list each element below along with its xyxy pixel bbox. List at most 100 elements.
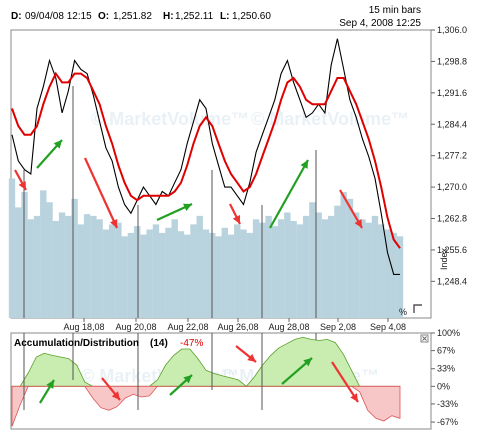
volume-bar bbox=[378, 224, 385, 318]
volume-bar bbox=[58, 212, 66, 318]
price-y-axis: 1,306.0 1,298.8 1,291.6 1,284.4 1,277.2 1,270… bbox=[431, 25, 467, 286]
ad-y-axis: 100% 67% 33% 0% -33% -67% bbox=[431, 328, 460, 427]
volume-bar bbox=[71, 198, 78, 318]
x-tick-label: Aug 18,08 bbox=[63, 322, 104, 332]
down-arrow bbox=[101, 377, 121, 401]
volume-bar bbox=[165, 227, 172, 318]
volume-bar bbox=[65, 215, 72, 318]
down-arrow-head bbox=[232, 215, 240, 224]
volume-bar bbox=[321, 219, 329, 318]
volume-bar bbox=[359, 219, 366, 318]
ad-period: (14) bbox=[150, 338, 168, 349]
down-arrow bbox=[339, 189, 363, 229]
volume-bar bbox=[309, 202, 316, 318]
date-label: D: bbox=[11, 11, 22, 22]
volume-bar bbox=[33, 215, 41, 318]
price-series-line bbox=[11, 38, 400, 275]
low-label: L: bbox=[220, 11, 229, 22]
volume-bar bbox=[171, 219, 178, 318]
volume-bar bbox=[327, 215, 335, 318]
up-arrow-shaft bbox=[269, 159, 309, 229]
date-x-axis: Aug 18,08 Aug 20,08 Aug 22,08 Aug 26,08 Aug … bbox=[63, 318, 406, 332]
interval-label: 15 min bars bbox=[369, 5, 421, 16]
volume-bar bbox=[102, 229, 110, 318]
x-tick-label: Sep 4,08 bbox=[370, 322, 406, 332]
moving-average-line bbox=[11, 71, 401, 249]
date-value: 09/04/08 12:15 bbox=[25, 11, 92, 22]
volume-bar bbox=[158, 232, 166, 318]
timestamp-label: Sep 4, 2008 12:25 bbox=[339, 18, 421, 29]
volume-bar bbox=[215, 236, 222, 318]
open-value: 1,251.82 bbox=[113, 11, 152, 22]
y-tick-label: 1,270.0 bbox=[437, 182, 467, 192]
ad-trend-arrows bbox=[39, 345, 359, 404]
down-arrow-head bbox=[111, 391, 120, 400]
up-arrow-head bbox=[53, 140, 62, 149]
volume-bar bbox=[284, 212, 291, 318]
y-tick-label: 1,298.8 bbox=[437, 56, 467, 66]
ad-current-value: -47% bbox=[180, 338, 203, 349]
ad-y-tick-label: 33% bbox=[437, 364, 455, 374]
y-tick-label: 1,262.8 bbox=[437, 214, 467, 224]
volume-bar bbox=[271, 226, 279, 318]
volume-bar bbox=[184, 234, 191, 318]
watermark-1: © MarketVolume™ bbox=[91, 109, 249, 129]
volume-bar bbox=[133, 226, 141, 318]
volume-bar bbox=[15, 207, 22, 318]
down-arrow bbox=[83, 157, 119, 229]
up-arrow-head bbox=[300, 160, 308, 169]
down-arrow-head bbox=[247, 353, 256, 362]
low-value: 1,250.60 bbox=[232, 11, 271, 22]
volume-bar bbox=[146, 229, 153, 318]
down-arrow bbox=[14, 169, 27, 191]
ad-divergence-lines bbox=[23, 333, 317, 410]
up-arrow bbox=[39, 379, 55, 404]
volume-bar bbox=[96, 219, 103, 318]
y-tick-label: 1,255.6 bbox=[437, 245, 467, 255]
y-tick-label: 1,248.4 bbox=[437, 276, 467, 286]
x-tick-label: Sep 2,08 bbox=[320, 322, 356, 332]
volume-bar bbox=[315, 212, 322, 318]
volume-bar bbox=[296, 224, 304, 318]
volume-bar bbox=[77, 224, 85, 318]
ad-y-tick-label: 0% bbox=[437, 381, 450, 391]
down-arrow-head bbox=[18, 181, 26, 190]
volume-bar bbox=[246, 232, 254, 318]
volume-bar bbox=[190, 224, 197, 318]
high-label: H: bbox=[163, 11, 174, 22]
divergence-lines bbox=[23, 86, 317, 318]
volume-bar bbox=[21, 192, 28, 318]
volume-bar bbox=[302, 215, 310, 318]
x-tick-label: Aug 20,08 bbox=[115, 322, 156, 332]
volume-bar bbox=[352, 212, 360, 318]
percent-toggle-label[interactable]: % bbox=[399, 307, 407, 317]
trend-arrows bbox=[14, 139, 363, 229]
ad-y-tick-label: 67% bbox=[437, 346, 455, 356]
down-arrow bbox=[229, 203, 241, 225]
volume-bar bbox=[340, 192, 347, 318]
ad-title: Accumulation/Distribution bbox=[14, 338, 139, 349]
volume-bar bbox=[108, 224, 116, 318]
volume-bar bbox=[334, 205, 341, 318]
y-tick-label: 1,291.6 bbox=[437, 88, 467, 98]
down-arrow-shaft bbox=[83, 157, 119, 229]
panel-resize-icon[interactable] bbox=[413, 304, 422, 313]
volume-bar bbox=[177, 231, 185, 318]
up-arrow-head bbox=[46, 380, 54, 389]
up-arrow bbox=[156, 202, 193, 222]
down-arrow bbox=[331, 361, 359, 403]
volume-bar bbox=[365, 222, 372, 318]
price-panel: © MarketVolume™ © MarketVolume™ 1,306.01… bbox=[8, 25, 467, 332]
ad-y-tick-label: -33% bbox=[437, 399, 458, 409]
volume-bar bbox=[202, 229, 210, 318]
volume-bar bbox=[384, 229, 391, 318]
ad-y-tick-label: -67% bbox=[437, 417, 458, 427]
volume-bar bbox=[346, 198, 354, 318]
y-tick-label: 1,284.4 bbox=[437, 119, 467, 129]
open-label: O: bbox=[98, 11, 109, 22]
up-arrow-head bbox=[183, 375, 192, 384]
volume-bar bbox=[240, 229, 247, 318]
volume-bar bbox=[152, 224, 160, 318]
